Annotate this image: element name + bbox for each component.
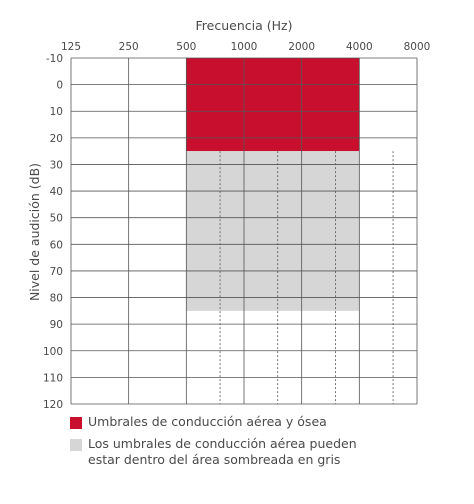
regions-layer: [186, 58, 360, 311]
y-tick-label-1: 0: [56, 80, 63, 92]
y-tick-label-6: 50: [50, 213, 63, 225]
y-tick-label-12: 110: [43, 372, 63, 384]
y-axis-title: Nivel de audición (dB): [27, 163, 42, 301]
region-1: [186, 151, 360, 311]
y-tick-label-9: 80: [50, 293, 63, 305]
x-tick-label-6: 8000: [404, 41, 431, 53]
y-tick-label-5: 40: [50, 186, 63, 198]
legend-label-bone-air: Umbrales de conducción aérea y ósea: [88, 414, 327, 429]
x-axis-title: Frecuencia (Hz): [196, 18, 293, 33]
legend-swatch-gray: [70, 439, 82, 451]
legend-label-air-gray: Los umbrales de conducción aérea pueden …: [88, 436, 357, 467]
audiogram-chart: 125 250 500 1000 2000 4000 8000 -10 0 10 20 30 40 50…: [27, 18, 430, 410]
y-tick-label-7: 60: [50, 239, 63, 251]
y-tick-label-11: 100: [43, 346, 63, 358]
x-tick-labels: 125 250 500 1000 2000 4000 8000: [61, 41, 430, 53]
y-tick-label-2: 10: [50, 106, 63, 118]
x-tick-label-2: 500: [176, 41, 196, 53]
y-tick-label-13: 120: [43, 399, 63, 410]
y-tick-label-10: 90: [50, 319, 63, 331]
legend-item-bone-air: Umbrales de conducción aérea y ósea: [70, 414, 470, 430]
x-tick-label-1: 250: [119, 41, 139, 53]
x-tick-label-0: 125: [61, 41, 81, 53]
y-tick-label-8: 70: [50, 266, 63, 278]
x-tick-label-3: 1000: [231, 41, 258, 53]
y-tick-labels: -10 0 10 20 30 40 50 60 70 80 90 100 110 120: [43, 53, 63, 410]
grid-layer: [70, 57, 418, 405]
x-tick-label-5: 4000: [346, 41, 373, 53]
y-tick-label-3: 20: [50, 133, 63, 145]
y-tick-label-4: 30: [50, 159, 63, 171]
x-tick-label-4: 2000: [288, 41, 315, 53]
legend-swatch-red: [70, 417, 82, 429]
y-tick-label-0: -10: [46, 53, 63, 65]
legend-item-air-gray: Los umbrales de conducción aérea pueden …: [70, 436, 470, 468]
region-0: [186, 58, 360, 152]
